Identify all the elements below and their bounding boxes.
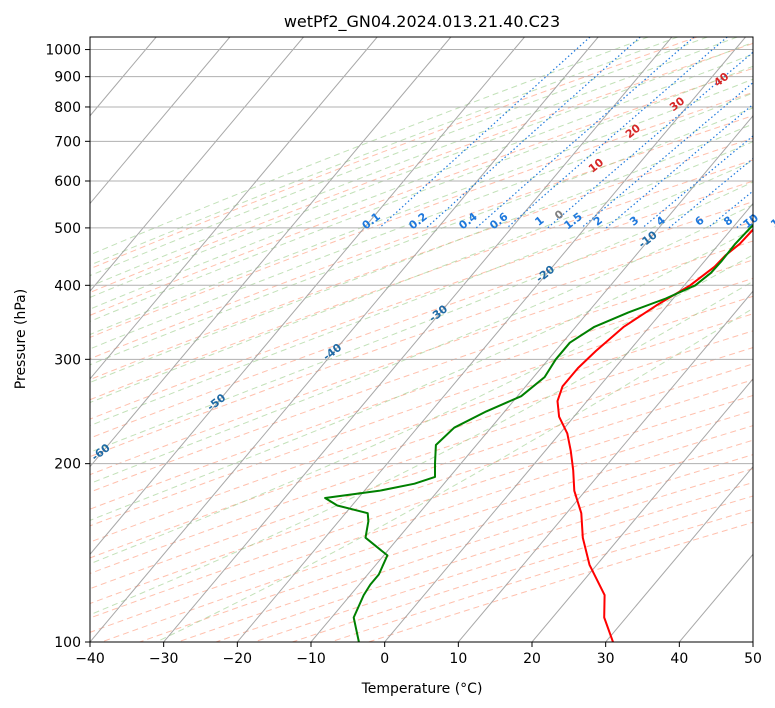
y-tick-label: 400 bbox=[54, 278, 81, 294]
x-tick-label: −30 bbox=[149, 651, 179, 667]
dry-adiabat-line bbox=[101, 425, 753, 642]
y-tick-label: 300 bbox=[54, 352, 81, 368]
dry-adiabat-line bbox=[90, 37, 698, 270]
y-tick-label: 700 bbox=[54, 134, 81, 150]
y-tick-label: 1000 bbox=[45, 43, 81, 59]
isotherms bbox=[0, 37, 753, 642]
dewpoint-profile-line bbox=[324, 223, 753, 642]
moist-adiabat-line bbox=[90, 78, 753, 336]
mixing-ratio-label: 2 bbox=[591, 214, 605, 229]
dry-adiabat-line bbox=[90, 221, 753, 458]
temperature-profile-line bbox=[556, 228, 753, 642]
isotherm-line bbox=[236, 37, 746, 642]
isotherm-line bbox=[605, 465, 753, 642]
mixing-ratio-line bbox=[759, 37, 775, 228]
mixing-ratio-label: 3 bbox=[627, 214, 641, 229]
background-line-labels: -100-90-80-70-60-50-40-30-20-100.10.20.4… bbox=[89, 70, 775, 464]
x-tick-label: −10 bbox=[296, 651, 326, 667]
isotherm-line bbox=[163, 37, 673, 642]
isotherm-line bbox=[90, 37, 525, 556]
mixing-ratio-label: 6 bbox=[693, 213, 707, 228]
isotherm-line bbox=[90, 37, 378, 380]
dry-adiabat-line bbox=[90, 410, 753, 633]
mixing-ratio-line bbox=[581, 81, 753, 229]
plot-frame bbox=[89, 36, 754, 643]
mixing-ratio-line bbox=[378, 37, 591, 229]
x-axis-label: Temperature (°C) bbox=[361, 681, 483, 697]
moist-adiabat-line bbox=[90, 160, 753, 427]
dry-adiabat-line bbox=[90, 330, 753, 559]
mixing-ratio-label: 1 bbox=[532, 214, 546, 229]
mixing-ratio-label: 13 bbox=[768, 211, 775, 231]
dry-adiabat-line bbox=[90, 180, 753, 420]
isotherm-line bbox=[90, 37, 231, 205]
x-axis-ticks: −40 −30 −20 −10 0 10 20 30 40 50 bbox=[75, 642, 762, 667]
mixing-ratio-line bbox=[642, 135, 753, 229]
y-tick-label: 800 bbox=[54, 100, 81, 116]
isotherm-line bbox=[90, 37, 304, 292]
moist-adiabat-line bbox=[90, 37, 649, 256]
isotherm-line bbox=[310, 115, 753, 642]
x-tick-label: −40 bbox=[75, 651, 105, 667]
moist-adiabat-line bbox=[90, 141, 753, 404]
x-tick-label: −20 bbox=[223, 651, 253, 667]
dry-adiabat-line bbox=[90, 137, 753, 381]
moist-adiabats bbox=[90, 37, 753, 642]
dry-adiabat-line bbox=[90, 379, 753, 605]
moist-adiabat-line bbox=[90, 228, 753, 521]
mixing-ratio-label: 1.5 bbox=[562, 210, 585, 232]
mixing-ratio-line bbox=[506, 37, 728, 229]
dry-adiabat-line bbox=[90, 159, 753, 401]
isotherm-line bbox=[90, 37, 599, 642]
isotherm-line bbox=[752, 641, 753, 642]
moist-adiabat-label: 10 bbox=[586, 156, 606, 176]
moist-adiabat-line bbox=[90, 37, 738, 287]
moist-adiabat-line bbox=[90, 204, 753, 485]
pressure-gridlines bbox=[90, 49, 753, 642]
x-tick-label: 20 bbox=[523, 651, 541, 667]
moist-adiabat-line bbox=[90, 107, 753, 366]
dry-adiabat-line bbox=[90, 295, 753, 527]
moist-adiabat-line bbox=[90, 41, 753, 298]
moist-adiabat-label: 40 bbox=[711, 70, 731, 90]
chart-title: wetPf2_GN04.2024.013.21.40.C23 bbox=[284, 12, 560, 32]
y-tick-label: 600 bbox=[54, 174, 81, 190]
isotherm-line bbox=[0, 37, 9, 642]
isotherm-line bbox=[678, 553, 753, 642]
sounding-profiles bbox=[324, 223, 753, 642]
x-tick-label: 0 bbox=[380, 651, 389, 667]
y-tick-label: 100 bbox=[54, 635, 81, 651]
x-tick-label: 40 bbox=[670, 651, 688, 667]
mixing-ratio-line bbox=[707, 190, 753, 229]
mixing-ratio-label: 0.4 bbox=[456, 210, 480, 232]
y-tick-label: 500 bbox=[54, 221, 81, 237]
y-tick-label: 900 bbox=[54, 70, 81, 86]
isotherm-line bbox=[531, 378, 753, 642]
mixing-ratio-line bbox=[475, 37, 695, 229]
dry-adiabat-line bbox=[215, 468, 753, 642]
moist-adiabat-label: 20 bbox=[623, 121, 643, 141]
x-tick-label: 50 bbox=[744, 651, 762, 667]
dry-adiabat-line bbox=[177, 454, 753, 642]
y-axis-label: Pressure (hPa) bbox=[13, 289, 29, 389]
mixing-ratio-line bbox=[547, 51, 753, 229]
moist-adiabat-line bbox=[90, 92, 753, 350]
moist-adiabat-line bbox=[90, 37, 708, 277]
y-tick-label: 200 bbox=[54, 457, 81, 473]
dry-adiabat-line bbox=[90, 363, 753, 590]
mixing-ratio-label: 0.6 bbox=[487, 210, 511, 232]
mixing-ratio-line bbox=[425, 37, 641, 229]
isotherm-line bbox=[384, 202, 753, 642]
moist-adiabat-line bbox=[90, 280, 753, 616]
x-tick-label: 30 bbox=[597, 651, 615, 667]
moist-adiabat-line bbox=[90, 37, 678, 266]
isotherm-line bbox=[90, 37, 452, 468]
dry-adiabat-line bbox=[330, 508, 753, 642]
isotherm-line bbox=[457, 290, 753, 642]
mixing-ratio-lines bbox=[378, 37, 775, 229]
y-axis-ticks: 100 200 300 400 500 600 700 800 900 1000 bbox=[45, 43, 90, 651]
x-tick-label: 10 bbox=[449, 651, 467, 667]
mixing-ratio-line bbox=[736, 213, 753, 229]
